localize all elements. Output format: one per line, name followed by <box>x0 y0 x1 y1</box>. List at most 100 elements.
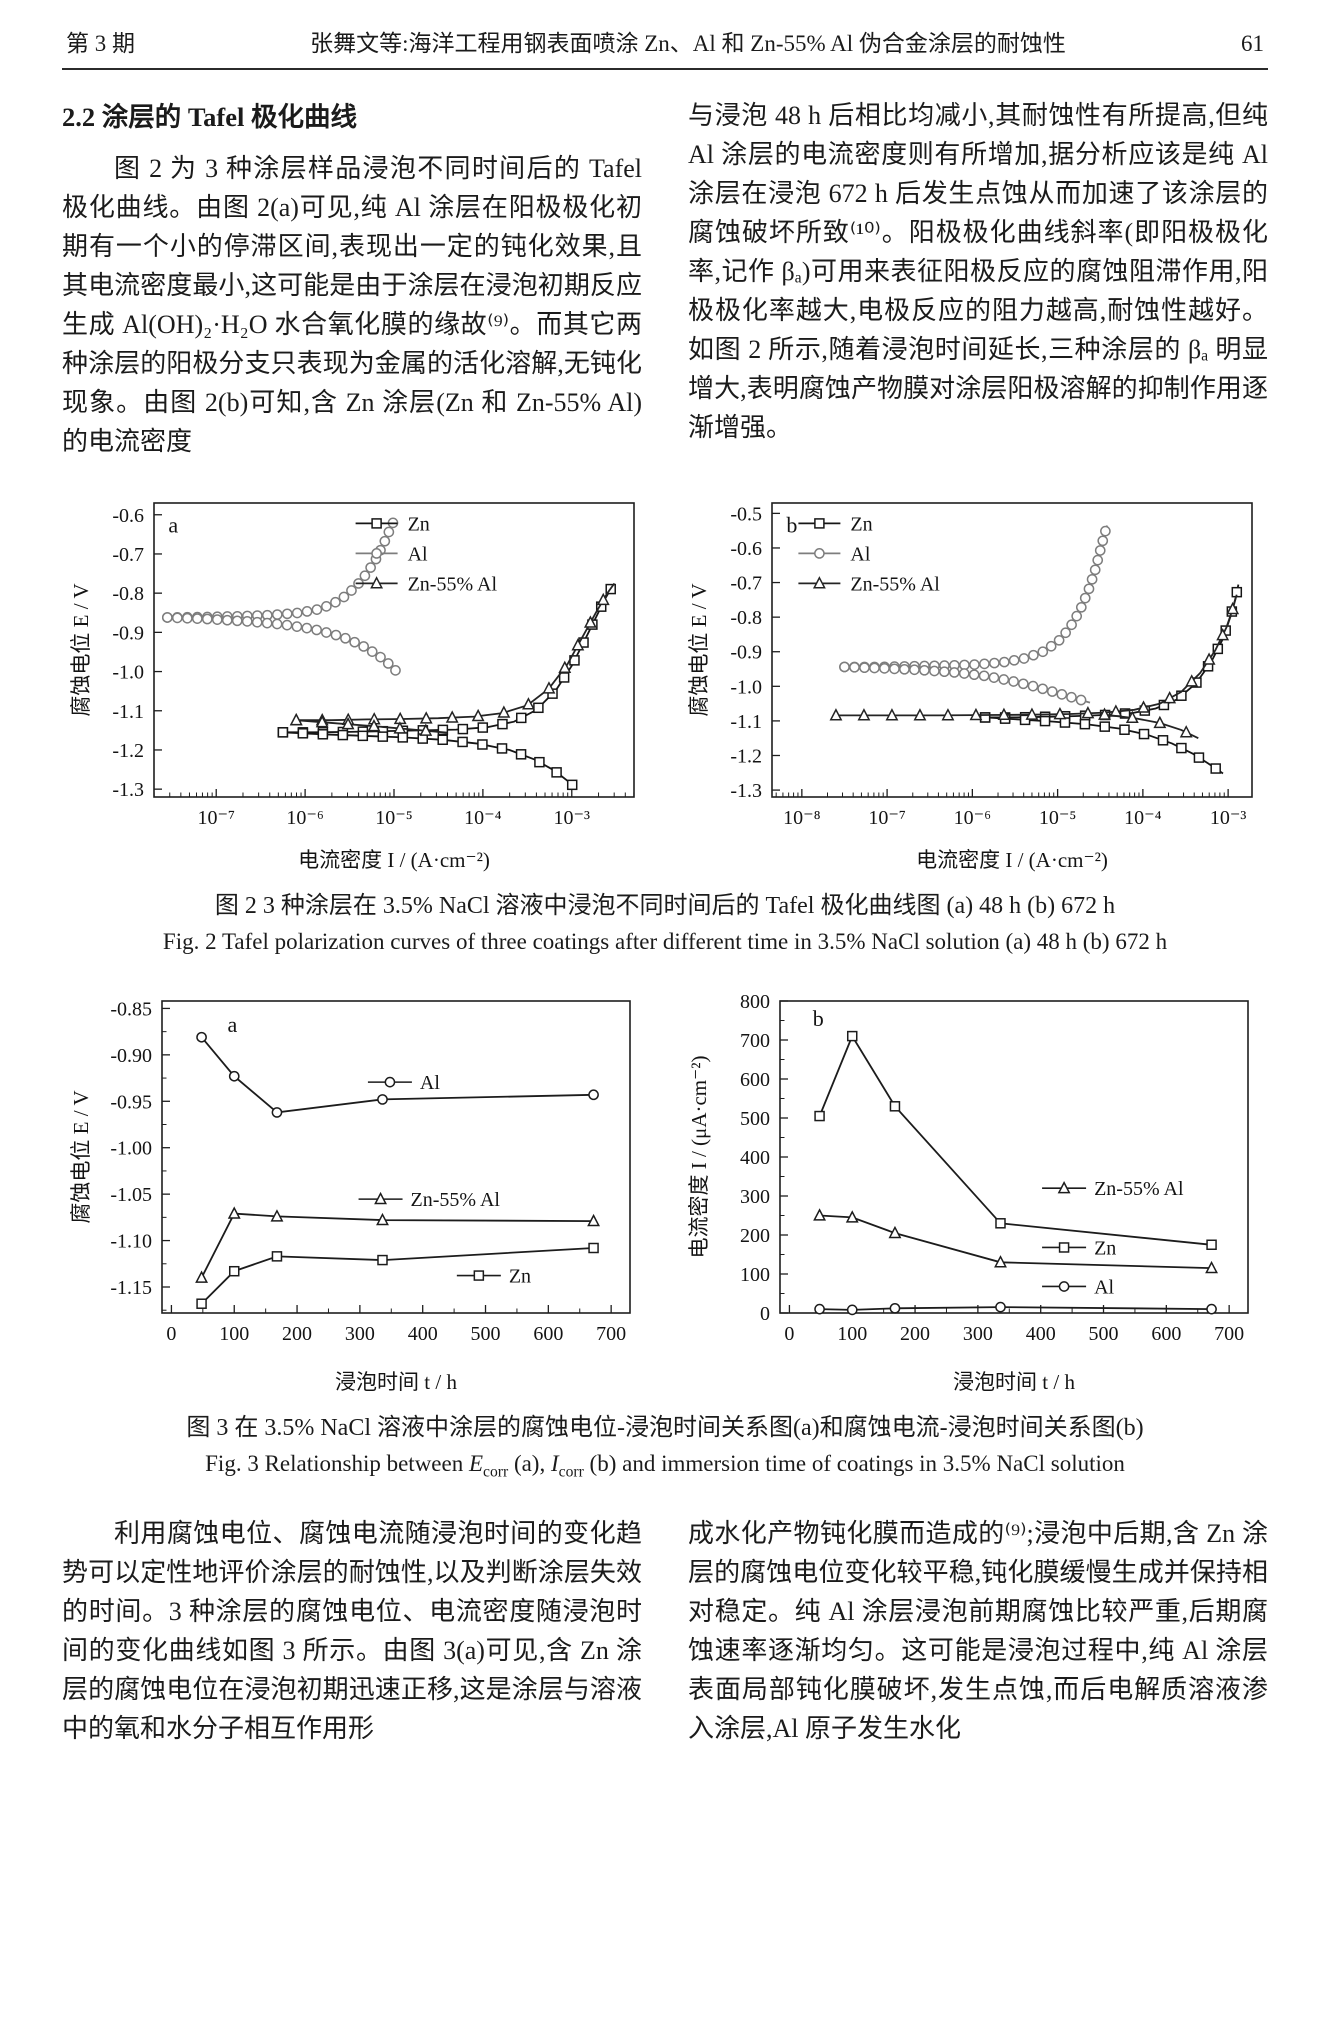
svg-text:-0.6: -0.6 <box>112 505 144 527</box>
svg-text:-1.0: -1.0 <box>112 662 144 684</box>
svg-text:-1.3: -1.3 <box>112 779 144 801</box>
svg-text:浸泡时间 t / h: 浸泡时间 t / h <box>335 1370 457 1394</box>
svg-text:-0.6: -0.6 <box>730 538 762 560</box>
svg-text:Al: Al <box>420 1072 440 1094</box>
svg-text:600: 600 <box>533 1323 563 1345</box>
paragraph-4: 成水化产物钝化膜而造成的⁽⁹⁾;浸泡中后期,含 Zn 涂层的腐蚀电位变化较平稳,… <box>688 1518 1268 1743</box>
svg-text:-0.9: -0.9 <box>112 622 144 644</box>
svg-text:Zn: Zn <box>509 1266 531 1288</box>
svg-text:-0.85: -0.85 <box>110 998 152 1020</box>
svg-text:500: 500 <box>471 1323 501 1345</box>
header-page-number: 61 <box>1241 31 1264 56</box>
svg-text:-1.0: -1.0 <box>730 676 762 698</box>
svg-text:-1.1: -1.1 <box>112 701 144 723</box>
svg-text:Al: Al <box>1094 1276 1114 1298</box>
svg-text:200: 200 <box>740 1225 770 1247</box>
svg-text:电流密度 I / (A·cm⁻²): 电流密度 I / (A·cm⁻²) <box>298 848 490 872</box>
svg-text:600: 600 <box>1151 1323 1181 1345</box>
svg-text:-1.2: -1.2 <box>730 745 762 767</box>
paragraph-3: 利用腐蚀电位、腐蚀电流随浸泡时间的变化趋势可以定性地评价涂层的耐蚀性,以及判断涂… <box>62 1518 642 1743</box>
figure3-charts: 0 100 200 300 400 500 600 700 -0.85 -0.90 -0.95 -1.… <box>62 987 1268 1403</box>
svg-text:400: 400 <box>1026 1323 1056 1345</box>
svg-text:-0.90: -0.90 <box>110 1045 152 1067</box>
svg-text:10⁻⁷: 10⁻⁷ <box>197 807 235 829</box>
svg-text:Zn: Zn <box>408 513 430 535</box>
svg-text:Zn-55% Al: Zn-55% Al <box>411 1189 501 1211</box>
svg-text:腐蚀电位 E / V: 腐蚀电位 E / V <box>687 583 711 716</box>
svg-text:100: 100 <box>219 1323 249 1345</box>
svg-text:电流密度 I / (A·cm⁻²): 电流密度 I / (A·cm⁻²) <box>916 848 1108 872</box>
figure3-caption-cn: 图 3 在 3.5% NaCl 溶液中涂层的腐蚀电位-浸泡时间关系图(a)和腐蚀… <box>186 1415 1144 1441</box>
paragraph-1: 图 2 为 3 种涂层样品浸泡不同时间后的 Tafel 极化曲线。由图 2(a)… <box>62 154 642 456</box>
svg-text:-1.1: -1.1 <box>730 711 762 733</box>
svg-text:400: 400 <box>740 1147 770 1169</box>
svg-text:b: b <box>786 512 797 537</box>
svg-text:-1.2: -1.2 <box>112 740 144 762</box>
figure2-caption-en: Fig. 2 Tafel polarization curves of thre… <box>162 929 1168 954</box>
svg-text:Zn-55% Al: Zn-55% Al <box>408 573 498 595</box>
svg-text:10⁻⁵: 10⁻⁵ <box>375 807 413 829</box>
svg-text:10⁻⁶: 10⁻⁶ <box>954 807 992 829</box>
svg-text:100: 100 <box>740 1264 770 1286</box>
svg-text:Zn-55% Al: Zn-55% Al <box>1094 1178 1184 1200</box>
svg-text:-0.8: -0.8 <box>730 607 762 629</box>
svg-text:300: 300 <box>740 1186 770 1208</box>
left-column-top: 2.2 涂层的 Tafel 极化曲线 图 2 为 3 种涂层样品浸泡不同时间后的… <box>62 96 642 461</box>
svg-text:700: 700 <box>1214 1323 1244 1345</box>
right-column-top: 与浸泡 48 h 后相比均减小,其耐蚀性有所提高,但纯 Al 涂层的电流密度则有… <box>688 96 1268 461</box>
svg-text:-0.8: -0.8 <box>112 583 144 605</box>
section-heading: 2.2 涂层的 Tafel 极化曲线 <box>62 102 357 132</box>
svg-text:a: a <box>228 1012 238 1037</box>
svg-text:400: 400 <box>408 1323 438 1345</box>
svg-text:0: 0 <box>784 1323 794 1345</box>
svg-text:500: 500 <box>740 1108 770 1130</box>
header-issue: 第 3 期 <box>66 31 135 56</box>
svg-text:100: 100 <box>837 1323 867 1345</box>
svg-text:300: 300 <box>963 1323 993 1345</box>
svg-text:-0.9: -0.9 <box>730 642 762 664</box>
svg-text:700: 700 <box>596 1323 626 1345</box>
current-time-chart: 0 100 200 300 400 500 600 700 0 100 200 300 400 500 60… <box>687 991 1249 1394</box>
svg-text:b: b <box>813 1006 824 1031</box>
figure2: 10⁻⁷ 10⁻⁶ 10⁻⁵ 10⁻⁴ 10⁻³ -0.6 -0.7 -0.8 -0.9 -1.0… <box>62 489 1268 959</box>
svg-text:0: 0 <box>166 1323 176 1345</box>
svg-text:浸泡时间 t / h: 浸泡时间 t / h <box>953 1370 1075 1394</box>
svg-text:-0.95: -0.95 <box>110 1091 152 1113</box>
svg-text:-0.5: -0.5 <box>730 503 762 525</box>
svg-text:腐蚀电位 E / V: 腐蚀电位 E / V <box>69 1090 93 1223</box>
svg-text:10⁻³: 10⁻³ <box>1210 807 1247 829</box>
svg-text:腐蚀电位 E / V: 腐蚀电位 E / V <box>69 583 93 716</box>
svg-text:10⁻³: 10⁻³ <box>553 807 590 829</box>
page-header: 第 3 期 张舞文等:海洋工程用钢表面喷涂 Zn、Al 和 Zn-55% Al … <box>62 16 1268 70</box>
svg-text:200: 200 <box>282 1323 312 1345</box>
svg-text:-1.3: -1.3 <box>730 780 762 802</box>
svg-text:600: 600 <box>740 1069 770 1091</box>
header-article-title: 张舞文等:海洋工程用钢表面喷涂 Zn、Al 和 Zn-55% Al 伪合金涂层的… <box>310 31 1066 56</box>
svg-text:10⁻⁴: 10⁻⁴ <box>1124 807 1162 829</box>
icorr-symbol: I <box>550 1451 559 1476</box>
svg-text:700: 700 <box>740 1030 770 1052</box>
ecorr-symbol: E <box>468 1451 484 1476</box>
svg-text:-1.00: -1.00 <box>110 1138 152 1160</box>
paragraph-2: 与浸泡 48 h 后相比均减小,其耐蚀性有所提高,但纯 Al 涂层的电流密度则有… <box>688 101 1268 442</box>
svg-text:300: 300 <box>345 1323 375 1345</box>
right-column-bottom: 成水化产物钝化膜而造成的⁽⁹⁾;浸泡中后期,含 Zn 涂层的腐蚀电位变化较平稳,… <box>688 1514 1268 1748</box>
figure2-caption-cn: 图 2 3 种涂层在 3.5% NaCl 溶液中浸泡不同时间后的 Tafel 极… <box>214 893 1116 919</box>
left-column-bottom: 利用腐蚀电位、腐蚀电流随浸泡时间的变化趋势可以定性地评价涂层的耐蚀性,以及判断涂… <box>62 1514 642 1748</box>
svg-text:0: 0 <box>760 1303 770 1325</box>
svg-text:Zn: Zn <box>1094 1237 1116 1259</box>
svg-text:-0.7: -0.7 <box>112 544 144 566</box>
svg-text:500: 500 <box>1089 1323 1119 1345</box>
content-columns-top: 2.2 涂层的 Tafel 极化曲线 图 2 为 3 种涂层样品浸泡不同时间后的… <box>62 96 1268 461</box>
svg-text:10⁻⁴: 10⁻⁴ <box>464 807 502 829</box>
svg-text:Zn: Zn <box>850 513 872 535</box>
tafel-chart-48h: 10⁻⁷ 10⁻⁶ 10⁻⁵ 10⁻⁴ 10⁻³ -0.6 -0.7 -0.8 -0.9 -1.0… <box>69 502 635 872</box>
svg-text:Al: Al <box>850 543 870 565</box>
svg-text:200: 200 <box>900 1323 930 1345</box>
svg-text:a: a <box>168 512 178 537</box>
content-columns-bottom: 利用腐蚀电位、腐蚀电流随浸泡时间的变化趋势可以定性地评价涂层的耐蚀性,以及判断涂… <box>62 1514 1268 1748</box>
svg-text:10⁻⁶: 10⁻⁶ <box>286 807 324 829</box>
figure3: 0 100 200 300 400 500 600 700 -0.85 -0.90 -0.95 -1.… <box>62 987 1268 1490</box>
svg-text:-1.15: -1.15 <box>110 1277 152 1299</box>
